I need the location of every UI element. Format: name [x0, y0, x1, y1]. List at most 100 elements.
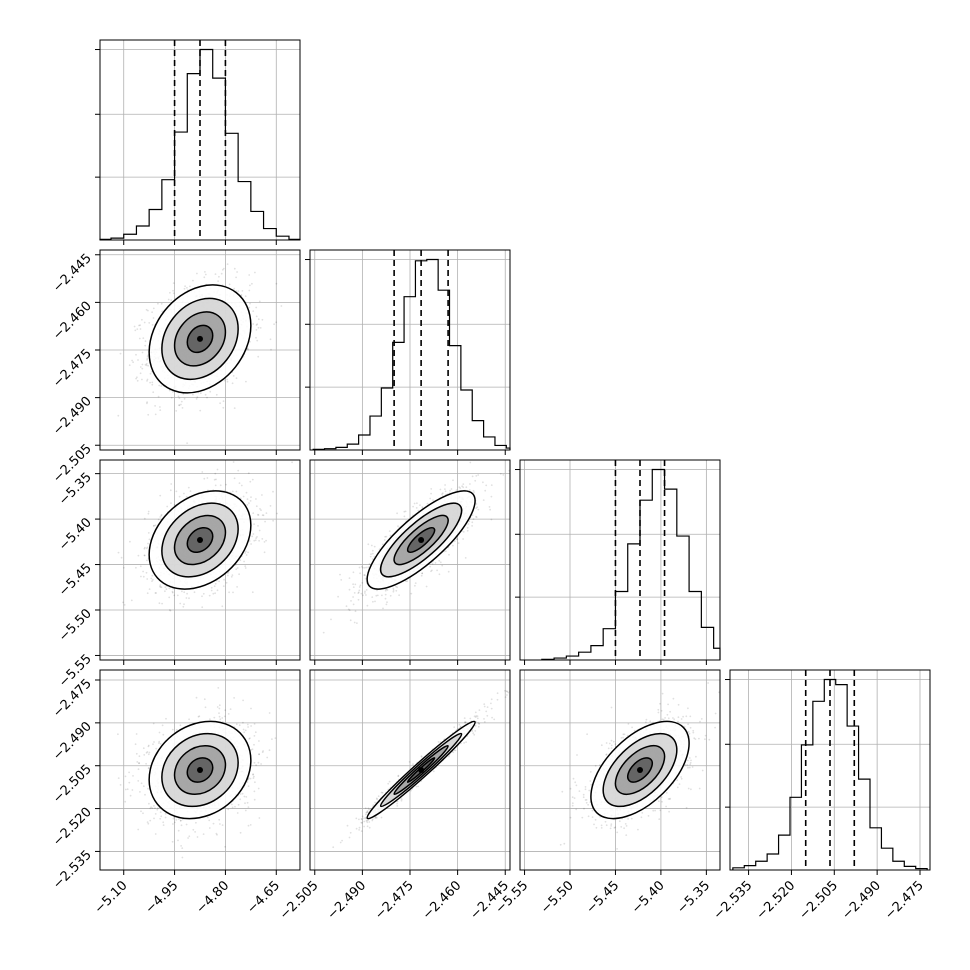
scatter-point: [457, 542, 460, 544]
scatter-point: [461, 485, 463, 488]
scatter-point: [202, 592, 205, 595]
scatter-point: [345, 605, 348, 608]
scatter-point: [222, 406, 225, 409]
scatter-point: [219, 484, 222, 487]
scatter-point: [119, 352, 122, 355]
scatter-point: [258, 753, 260, 756]
scatter-point: [233, 407, 236, 409]
scatter-point: [212, 592, 215, 595]
scatter-point: [136, 379, 139, 382]
scatter-point: [388, 530, 391, 532]
scatter-point: [347, 608, 350, 611]
scatter-point: [218, 715, 221, 718]
scatter-point: [462, 538, 464, 540]
histogram-panel-1: [305, 249, 511, 451]
scatter-point: [247, 472, 250, 475]
scatter-point: [204, 271, 206, 273]
scatter-point: [152, 743, 154, 746]
scatter-point: [159, 494, 162, 497]
scatter-point: [258, 539, 260, 542]
scatter-point: [354, 583, 357, 586]
scatter-point: [139, 565, 142, 568]
scatter-point: [233, 477, 236, 480]
scatter-point: [441, 493, 443, 496]
scatter-point: [237, 290, 240, 293]
scatter-point: [348, 577, 351, 579]
scatter-point: [269, 338, 272, 341]
scatter-point: [249, 500, 252, 502]
scatter-point: [257, 318, 260, 321]
scatter-point: [153, 524, 155, 527]
scatter-point: [410, 592, 413, 595]
scatter-point: [145, 547, 148, 550]
scatter-point: [141, 378, 143, 381]
scatter-point: [217, 687, 220, 689]
scatter-point: [403, 510, 406, 513]
scatter-point: [230, 575, 233, 578]
scatter-point: [203, 477, 206, 480]
scatter-point: [157, 518, 160, 521]
scatter-point: [235, 276, 238, 279]
scatter-point: [384, 593, 387, 596]
scatter-point: [250, 725, 253, 727]
scatter-point: [158, 384, 161, 387]
scatter-point: [137, 554, 140, 557]
scatter-point: [430, 570, 432, 573]
scatter-point: [146, 592, 149, 595]
scatter-point: [147, 532, 150, 534]
scatter-point: [178, 404, 181, 406]
scatter-point: [251, 535, 254, 538]
scatter-point: [181, 407, 184, 409]
scatter-point: [164, 812, 167, 815]
scatter-point: [265, 512, 268, 514]
scatter-point: [257, 355, 260, 358]
scatter-point: [352, 596, 354, 598]
scatter-point: [201, 471, 204, 473]
scatter-point: [188, 597, 190, 600]
scatter-point: [357, 591, 360, 594]
scatter-point: [455, 489, 458, 492]
scatter-point: [462, 483, 465, 485]
scatter-point: [148, 322, 151, 324]
scatter-point: [245, 550, 247, 553]
scatter-point: [372, 600, 374, 603]
scatter-point: [159, 817, 162, 820]
scatter-point: [396, 586, 399, 589]
scatter-point: [246, 504, 249, 506]
scatter-point: [475, 507, 477, 510]
scatter-point: [120, 556, 123, 559]
scatter-point: [147, 745, 150, 748]
scatter-point: [439, 561, 442, 564]
scatter-point: [171, 590, 174, 593]
scatter-point: [147, 512, 150, 515]
scatter-point: [459, 487, 462, 489]
scatter-point: [147, 413, 150, 416]
scatter-point: [186, 286, 188, 289]
scatter-point: [253, 539, 256, 542]
scatter-point: [447, 570, 450, 573]
scatter-point: [252, 310, 255, 312]
scatter-point: [244, 565, 247, 567]
scatter-point: [455, 538, 458, 540]
scatter-point: [406, 580, 409, 583]
scatter-point: [218, 707, 221, 710]
scatter-point: [202, 833, 205, 835]
scatter-point: [249, 284, 251, 287]
scatter-point: [356, 622, 358, 624]
scatter-point: [275, 282, 278, 285]
scatter-point: [252, 512, 255, 514]
scatter-point: [171, 391, 174, 393]
scatter-point: [255, 336, 257, 339]
scatter-point: [232, 591, 234, 594]
scatter-point: [161, 310, 164, 313]
scatter-point: [238, 482, 241, 484]
scatter-point: [220, 272, 223, 275]
scatter-point: [214, 582, 217, 585]
scatter-point: [250, 496, 252, 498]
scatter-point: [371, 552, 374, 555]
scatter-point: [146, 402, 148, 405]
scatter-point: [146, 380, 148, 382]
scatter-point: [166, 505, 169, 508]
scatter-point: [389, 594, 392, 597]
scatter-point: [155, 592, 158, 594]
